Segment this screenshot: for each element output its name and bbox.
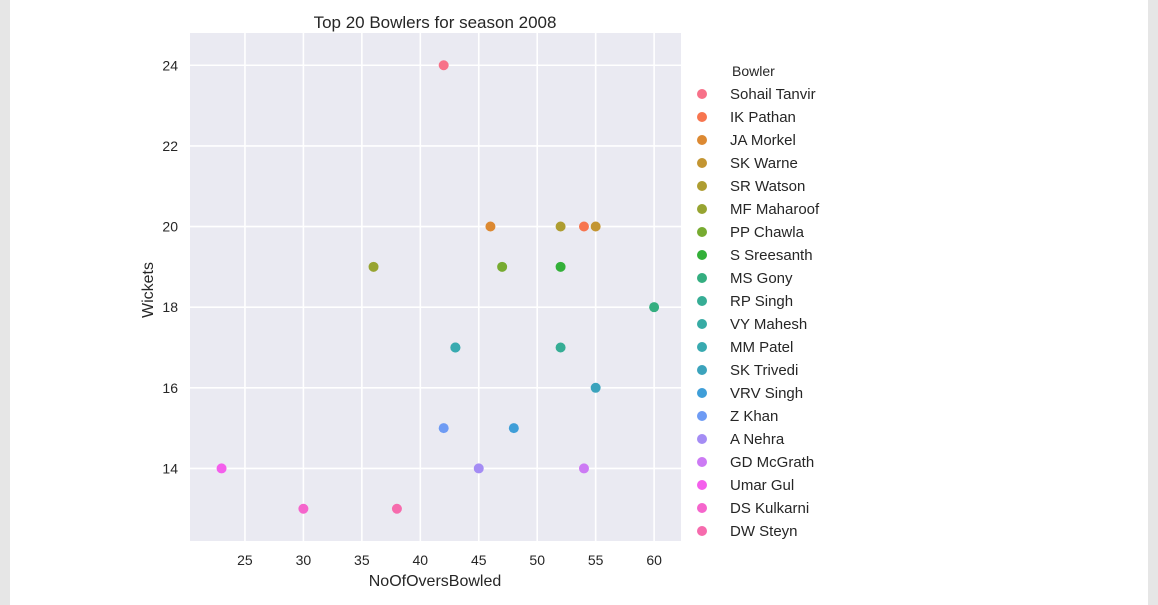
figure: 25 30 35 40 45 50 55 60 14 16 18 20 22 24 Top 20 Bow…	[10, 0, 1148, 605]
legend-marker	[697, 365, 707, 375]
legend-label: VRV Singh	[730, 385, 803, 402]
x-tick-label: 35	[354, 552, 370, 568]
legend-label: Z Khan	[730, 408, 778, 425]
legend-marker	[697, 480, 707, 490]
data-point	[578, 221, 589, 232]
y-tick-label: 24	[162, 57, 178, 73]
legend-marker	[697, 319, 707, 329]
y-tick-label: 14	[162, 460, 178, 476]
data-point	[649, 302, 660, 313]
x-tick-label: 30	[296, 552, 312, 568]
legend-marker	[697, 112, 707, 122]
legend-marker	[697, 388, 707, 398]
legend-marker	[697, 296, 707, 306]
legend-label: PP Chawla	[730, 224, 805, 241]
x-tick-label: 45	[471, 552, 487, 568]
legend-label: VY Mahesh	[730, 316, 807, 333]
legend-label: GD McGrath	[730, 454, 814, 471]
legend: Bowler Sohail Tanvir IK Pathan JA Morkel SK…	[697, 63, 820, 540]
y-tick-label: 22	[162, 138, 178, 154]
legend-label: S Sreesanth	[730, 247, 813, 264]
data-point	[497, 261, 508, 272]
data-point	[590, 221, 601, 232]
legend-title: Bowler	[732, 63, 775, 79]
legend-marker	[697, 89, 707, 99]
legend-label: A Nehra	[730, 431, 785, 448]
legend-marker	[697, 227, 707, 237]
legend-label: Sohail Tanvir	[730, 86, 816, 103]
data-point	[216, 463, 227, 474]
legend-label: JA Morkel	[730, 132, 796, 149]
grid	[190, 33, 681, 541]
data-point	[473, 463, 484, 474]
legend-label: DW Steyn	[730, 523, 798, 540]
data-point	[555, 221, 566, 232]
legend-marker	[697, 434, 707, 444]
legend-marker	[697, 158, 707, 168]
data-point	[391, 503, 402, 514]
legend-marker	[697, 503, 707, 513]
legend-marker	[697, 342, 707, 352]
data-point	[450, 342, 461, 353]
legend-marker	[697, 204, 707, 214]
legend-marker	[697, 411, 707, 421]
legend-label: SK Trivedi	[730, 362, 798, 379]
x-tick-label: 40	[413, 552, 429, 568]
legend-label: Umar Gul	[730, 477, 794, 494]
scatter-chart: 25 30 35 40 45 50 55 60 14 16 18 20 22 24 Top 20 Bow…	[140, 13, 820, 590]
data-point	[298, 503, 309, 514]
legend-marker	[697, 250, 707, 260]
legend-label: MS Gony	[730, 270, 793, 287]
x-axis-label: NoOfOversBowled	[369, 573, 502, 590]
data-point	[555, 261, 566, 272]
x-tick-label: 25	[237, 552, 253, 568]
data-point	[438, 423, 449, 434]
legend-marker	[697, 526, 707, 536]
y-axis-label: Wickets	[140, 262, 157, 318]
data-points	[216, 60, 660, 514]
legend-marker	[697, 273, 707, 283]
x-tick-label: 60	[646, 552, 662, 568]
legend-marker	[697, 181, 707, 191]
legend-marker	[697, 457, 707, 467]
data-point	[555, 342, 566, 353]
x-tick-labels: 25 30 35 40 45 50 55 60	[237, 552, 662, 568]
legend-label: MM Patel	[730, 339, 793, 356]
legend-label: RP Singh	[730, 293, 793, 310]
plot-area	[190, 33, 681, 541]
data-point	[438, 60, 449, 71]
data-point	[578, 463, 589, 474]
y-tick-labels: 14 16 18 20 22 24	[162, 57, 178, 476]
data-point	[590, 382, 601, 393]
data-point	[368, 261, 379, 272]
legend-marker	[697, 135, 707, 145]
y-tick-label: 18	[162, 299, 178, 315]
legend-label: IK Pathan	[730, 109, 796, 126]
x-tick-label: 50	[529, 552, 545, 568]
chart-title: Top 20 Bowlers for season 2008	[314, 13, 557, 32]
legend-label: SK Warne	[730, 155, 798, 172]
data-point	[508, 423, 519, 434]
legend-label: MF Maharoof	[730, 201, 820, 218]
legend-label: SR Watson	[730, 178, 805, 195]
y-tick-label: 16	[162, 380, 178, 396]
y-tick-label: 20	[162, 219, 178, 235]
data-point	[485, 221, 496, 232]
legend-label: DS Kulkarni	[730, 500, 809, 517]
x-tick-label: 55	[588, 552, 604, 568]
